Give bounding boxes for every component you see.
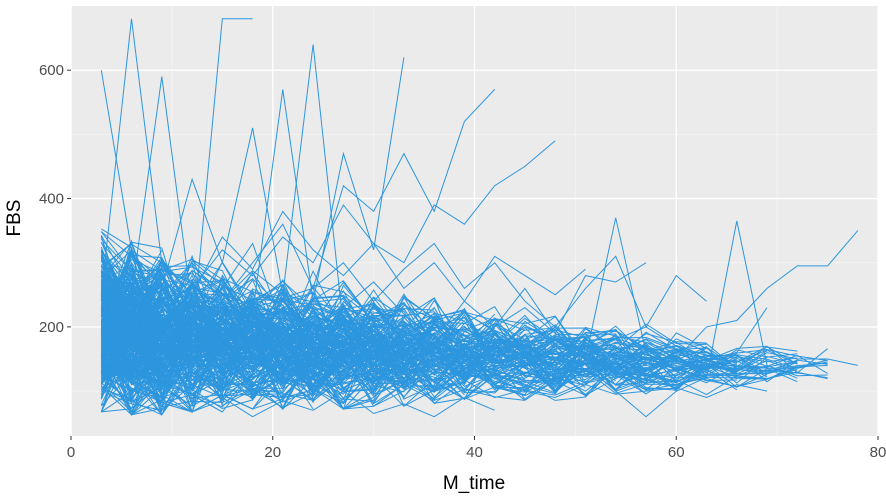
- series-line: [101, 274, 495, 382]
- x-tick-label: 80: [870, 444, 886, 461]
- series-line: [101, 89, 496, 354]
- y-tick-label: 200: [39, 319, 64, 336]
- series-line: [101, 279, 375, 347]
- x-axis-title: M_time: [443, 473, 505, 494]
- series-line: [100, 317, 253, 382]
- x-tick-label: 20: [264, 444, 281, 461]
- x-tick-label: 40: [466, 444, 483, 461]
- series-line: [101, 263, 828, 377]
- series-line: [100, 308, 163, 386]
- series-line: [100, 324, 314, 381]
- series-line: [100, 312, 768, 403]
- series-lines: [100, 18, 859, 418]
- y-tick-label: 600: [39, 62, 64, 79]
- series-line: [343, 281, 768, 360]
- series-line: [101, 281, 526, 363]
- series-line: [100, 258, 253, 338]
- series-line: [100, 272, 193, 371]
- y-axis-title: FBS: [4, 200, 25, 237]
- series-line: [101, 243, 193, 335]
- series-line: [100, 140, 556, 347]
- series-line: [555, 217, 858, 373]
- series-line: [100, 316, 465, 414]
- axes: 0 20 40 60 80 200 400 600: [39, 62, 886, 461]
- series-line: [100, 267, 798, 374]
- series-line: [100, 272, 798, 391]
- y-tick-label: 400: [39, 191, 64, 208]
- series-line: [312, 242, 707, 329]
- series-line: [100, 301, 435, 387]
- series-line: [101, 317, 314, 410]
- series-line: [101, 287, 496, 366]
- series-line: [100, 319, 647, 410]
- series-line: [100, 241, 163, 323]
- series-line: [100, 254, 647, 372]
- series-line: [100, 254, 163, 357]
- series-line: [101, 362, 163, 413]
- series-line: [100, 288, 284, 416]
- series-line: [100, 57, 405, 366]
- series-line: [494, 377, 768, 399]
- series-line: [101, 384, 495, 418]
- series-line: [100, 281, 586, 363]
- series-line: [524, 220, 798, 380]
- x-tick-label: 60: [668, 444, 685, 461]
- series-line: [101, 324, 737, 394]
- x-tick-label: 0: [67, 444, 75, 461]
- series-line: [100, 289, 798, 388]
- series-line: [101, 270, 223, 379]
- series-line: [100, 318, 526, 413]
- series-line: [585, 365, 677, 418]
- series-line: [131, 210, 586, 328]
- series-line: [101, 265, 435, 359]
